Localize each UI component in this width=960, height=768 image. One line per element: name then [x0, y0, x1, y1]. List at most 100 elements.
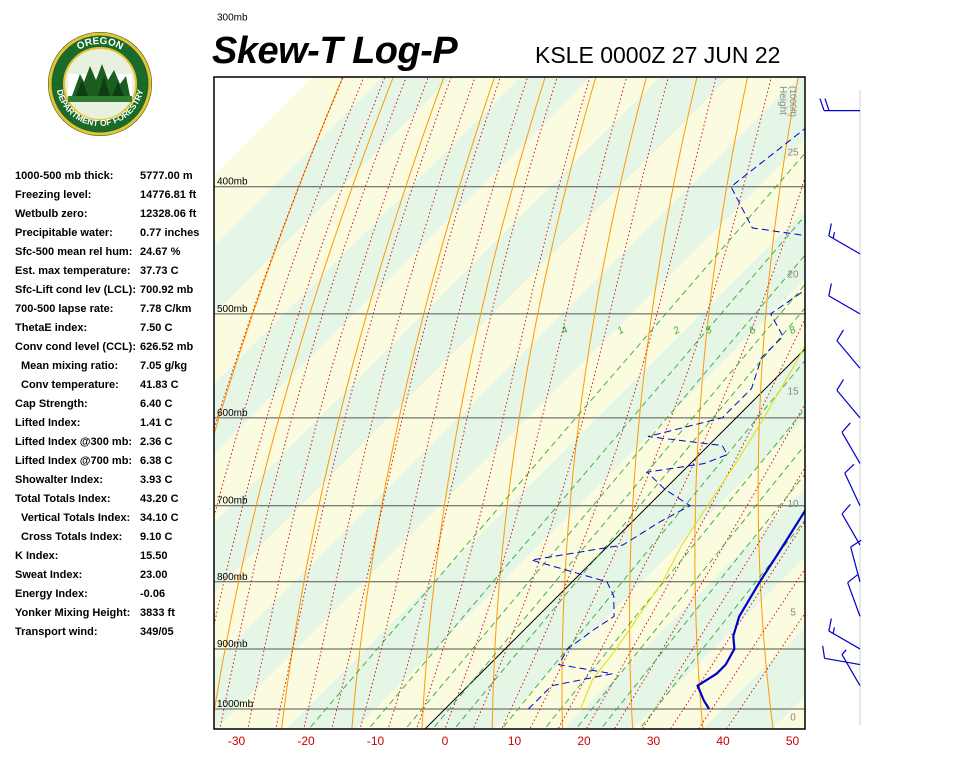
- svg-text:OREGON: OREGON: [75, 36, 125, 53]
- dry-adiabat-line: [820, 0, 960, 742]
- mixing-ratio-line: [543, 408, 805, 729]
- wind-barb-staff: [828, 235, 861, 255]
- temperature-bands: [214, 77, 805, 729]
- index-label: Precipitable water:: [15, 227, 113, 239]
- mixing-ratio-label: 8: [788, 324, 799, 337]
- index-label: Sweat Index:: [15, 569, 83, 581]
- temperature-band: [703, 627, 805, 729]
- index-label: Lifted Index:: [15, 417, 81, 429]
- logo-top-text: OREGON: [75, 36, 125, 53]
- wind-barb-flag: [841, 503, 851, 515]
- mixing-ratio-label: 3: [704, 324, 715, 337]
- chart-title: Skew-T Log-P: [212, 30, 458, 72]
- index-value: -0.06: [140, 588, 166, 600]
- moist-adiabat-line: [214, 77, 386, 628]
- index-value: 14776.81 ft: [140, 189, 197, 201]
- height-tick-label: 15: [787, 386, 799, 397]
- index-value: 24.67 %: [140, 246, 181, 258]
- wind-barb: [850, 539, 862, 582]
- height-axis-label: Height: [777, 86, 788, 115]
- index-label: Wetbulb zero:: [15, 208, 88, 220]
- isotherm-lines: [424, 348, 805, 729]
- temperature-band: [494, 418, 805, 729]
- x-tick-label: 0: [442, 734, 449, 748]
- moist-adiabat-line: [557, 175, 805, 729]
- wind-barb: [844, 463, 861, 506]
- wind-barb-staff: [847, 582, 861, 617]
- mixing-ratio-label: 4: [560, 324, 571, 337]
- dry-adiabat-line: [491, 77, 597, 729]
- mixing-ratio-line: [501, 359, 805, 729]
- index-row: Transport wind: 349/05: [15, 624, 215, 643]
- moist-adiabat-line: [247, 77, 429, 729]
- index-value: 6.38 C: [140, 455, 173, 467]
- dry-adiabat-line: [879, 0, 960, 742]
- moist-adiabat-line: [698, 568, 805, 729]
- wind-barb: [841, 649, 861, 687]
- index-row: Total Totals Index: 43.20 C: [15, 491, 215, 510]
- dry-adiabats: [214, 0, 960, 742]
- x-tick-label: 10: [508, 734, 522, 748]
- index-row: Sfc-Lift cond lev (LCL): 700.92 mb: [15, 282, 215, 301]
- x-tick-label: 50: [786, 734, 800, 748]
- x-tick-label: 40: [716, 734, 730, 748]
- dry-adiabat-line: [628, 77, 698, 729]
- dry-adiabat-line: [214, 77, 394, 716]
- wind-barb-staff: [836, 340, 861, 369]
- x-tick-label: -30: [228, 734, 246, 748]
- mixing-ratio-line: [367, 214, 805, 729]
- isobar-label: 500mb: [217, 304, 248, 315]
- index-value: 3833 ft: [140, 607, 175, 619]
- index-row: Lifted Index: 1.41 C: [15, 415, 215, 434]
- wind-barb-flag: [847, 574, 858, 584]
- index-value: 349/05: [140, 626, 174, 638]
- station-time: KSLE 0000Z 27 JUN 22: [535, 42, 781, 68]
- x-tick-label: 20: [577, 734, 591, 748]
- moist-adiabat-line: [275, 77, 452, 729]
- isobar-label: 700mb: [217, 496, 248, 507]
- moist-adiabat-line: [529, 77, 772, 729]
- index-label: Lifted Index @300 mb:: [15, 436, 133, 448]
- index-label: Conv cond level (CCL):: [15, 341, 137, 353]
- index-row: Showalter Index: 3.93 C: [15, 472, 215, 491]
- index-label: Cross Totals Index:: [21, 531, 123, 543]
- temperature-band: [772, 696, 805, 729]
- x-tick-label: 30: [647, 734, 661, 748]
- index-value: 7.50 C: [140, 322, 173, 334]
- wind-barb-staff: [828, 630, 861, 650]
- index-row: Sweat Index: 23.00: [15, 567, 215, 586]
- isobar-label: 900mb: [217, 639, 248, 650]
- moist-adiabat-line: [387, 77, 558, 729]
- isobar-label: 300mb: [217, 13, 248, 24]
- wind-barb-flag: [841, 422, 851, 433]
- index-value: 5777.00 m: [140, 170, 193, 182]
- index-label: Vertical Totals Index:: [21, 512, 131, 524]
- index-value: 7.05 g/kg: [140, 360, 188, 372]
- index-label: Yonker Mixing Height:: [15, 607, 131, 619]
- wind-barb-flag: [836, 379, 844, 391]
- wind-barb: [828, 618, 861, 650]
- index-label: Sfc-500 mean rel hum:: [15, 246, 133, 258]
- mixing-ratio-line: [453, 307, 805, 729]
- zero-isotherm: [424, 348, 805, 729]
- index-value: 6.40 C: [140, 398, 173, 410]
- wind-barb-staff: [850, 546, 861, 582]
- index-label: Showalter Index:: [15, 474, 104, 486]
- height-tick-label: 25: [787, 148, 799, 159]
- wind-barb-staff: [841, 431, 861, 464]
- index-label: Freezing level:: [15, 189, 92, 201]
- wind-barb-flag: [828, 223, 832, 236]
- dry-adiabat-line: [421, 77, 546, 729]
- temperature-band: [286, 210, 805, 729]
- temperature-band: [355, 279, 805, 729]
- wind-barb-staff: [824, 657, 861, 666]
- index-row: Sfc-500 mean rel hum: 24.67 %: [15, 244, 215, 263]
- index-value: 43.20 C: [140, 493, 179, 505]
- moist-adiabat-line: [725, 612, 805, 729]
- index-row: Cross Totals Index: 9.10 C: [15, 529, 215, 548]
- index-row: Vertical Totals Index: 34.10 C: [15, 510, 215, 529]
- index-value: 9.10 C: [140, 531, 173, 543]
- dry-adiabat-line: [694, 77, 749, 729]
- isobar-label: 1000mb: [217, 699, 254, 710]
- x-tick-label: -10: [367, 734, 385, 748]
